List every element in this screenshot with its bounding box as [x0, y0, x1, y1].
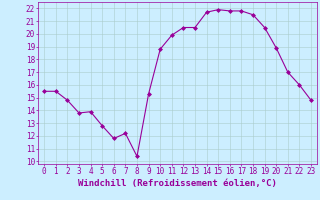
X-axis label: Windchill (Refroidissement éolien,°C): Windchill (Refroidissement éolien,°C) [78, 179, 277, 188]
